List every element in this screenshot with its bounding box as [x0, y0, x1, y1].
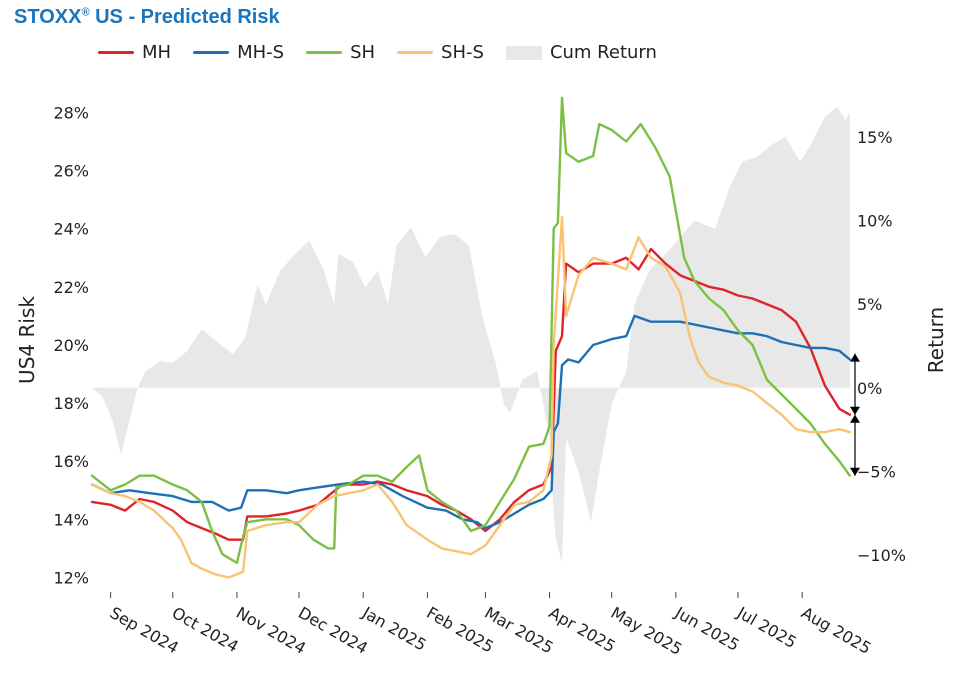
risk-change-arrow-head-up-1	[850, 414, 860, 423]
legend-swatch-cum-return	[505, 45, 542, 60]
x-tick-label: May 2025	[608, 603, 686, 659]
y-left-axis-title: US4 Risk	[15, 296, 39, 384]
legend-swatch-mh	[98, 51, 134, 54]
y-left-tick-label: 20%	[53, 336, 89, 355]
x-tick-label: Sep 2024	[107, 603, 182, 657]
legend-item-mh[interactable]: MH	[98, 42, 171, 63]
legend-label-sh: SH	[350, 42, 376, 63]
y-right-tick-label: −10%	[857, 546, 906, 565]
y-left-tick-label: 24%	[53, 220, 89, 239]
x-tick-label: Mar 2025	[481, 603, 556, 657]
chart-title: STOXX® US - Predicted Risk	[14, 6, 280, 28]
y-left-tick-label: 14%	[53, 510, 89, 529]
y-left-tick-label: 28%	[53, 103, 89, 122]
legend-item-mh-s[interactable]: MH-S	[193, 42, 284, 63]
legend-swatch-sh-s	[397, 51, 434, 54]
legend-item-cum-return[interactable]: Cum Return	[505, 42, 657, 63]
y-left-tick-label: 18%	[53, 394, 89, 413]
x-tick-label: Nov 2024	[233, 603, 309, 658]
legend-item-sh[interactable]: SH	[306, 42, 375, 63]
legend-swatch-mh-s	[193, 51, 230, 54]
y-left-tick-label: 22%	[53, 278, 89, 297]
legend-label-sh-s: SH-S	[441, 42, 484, 63]
series-line-sh-s[interactable]	[90, 215, 851, 579]
y-right-axis-title: Return	[924, 307, 948, 373]
x-tick-label: Aug 2025	[798, 603, 874, 658]
y-right-tick-label: 5%	[857, 295, 882, 314]
x-tick-label: Jul 2025	[733, 603, 800, 653]
series-lines-layer	[90, 96, 851, 579]
x-tick-label: Dec 2024	[295, 603, 371, 658]
right-axis-ticks: −10% −5% 0% 5% 10% 15%	[857, 128, 906, 565]
y-right-tick-label: 15%	[857, 128, 893, 147]
series-line-mh[interactable]	[90, 247, 851, 541]
legend-label-cum-return: Cum Return	[549, 42, 657, 63]
risk-change-arrow-head-down-1	[850, 467, 860, 476]
x-tick-label: Apr 2025	[546, 603, 619, 656]
x-tick-label: Jan 2025	[358, 603, 429, 655]
legend-item-sh-s[interactable]: SH-S	[397, 42, 484, 63]
y-right-tick-label: 0%	[857, 379, 882, 398]
y-left-tick-label: 26%	[53, 162, 89, 181]
legend-swatch-sh	[306, 51, 343, 54]
cum-return-area-layer	[92, 106, 850, 564]
series-line-sh[interactable]	[90, 96, 851, 565]
risk-change-arrow-head-down-0	[850, 406, 860, 415]
legend-label-mh: MH	[142, 42, 172, 63]
left-axis-ticks: 12% 14% 16% 18% 20% 22% 24% 26% 28%	[53, 103, 89, 587]
x-tick-label: Oct 2024	[169, 603, 242, 656]
risk-change-arrow-head-up-0	[850, 353, 860, 362]
legend-label-mh-s: MH-S	[237, 42, 285, 63]
legend: MH MH-S SH SH-S Cum Return	[98, 42, 657, 63]
arrow-layer	[850, 353, 860, 476]
y-right-tick-label: −5%	[857, 463, 896, 482]
y-left-tick-label: 16%	[53, 452, 89, 471]
y-left-tick-label: 12%	[53, 568, 89, 587]
series-line-mh-s[interactable]	[90, 314, 851, 530]
cum-return-area	[92, 106, 850, 564]
y-right-tick-label: 10%	[857, 212, 893, 231]
